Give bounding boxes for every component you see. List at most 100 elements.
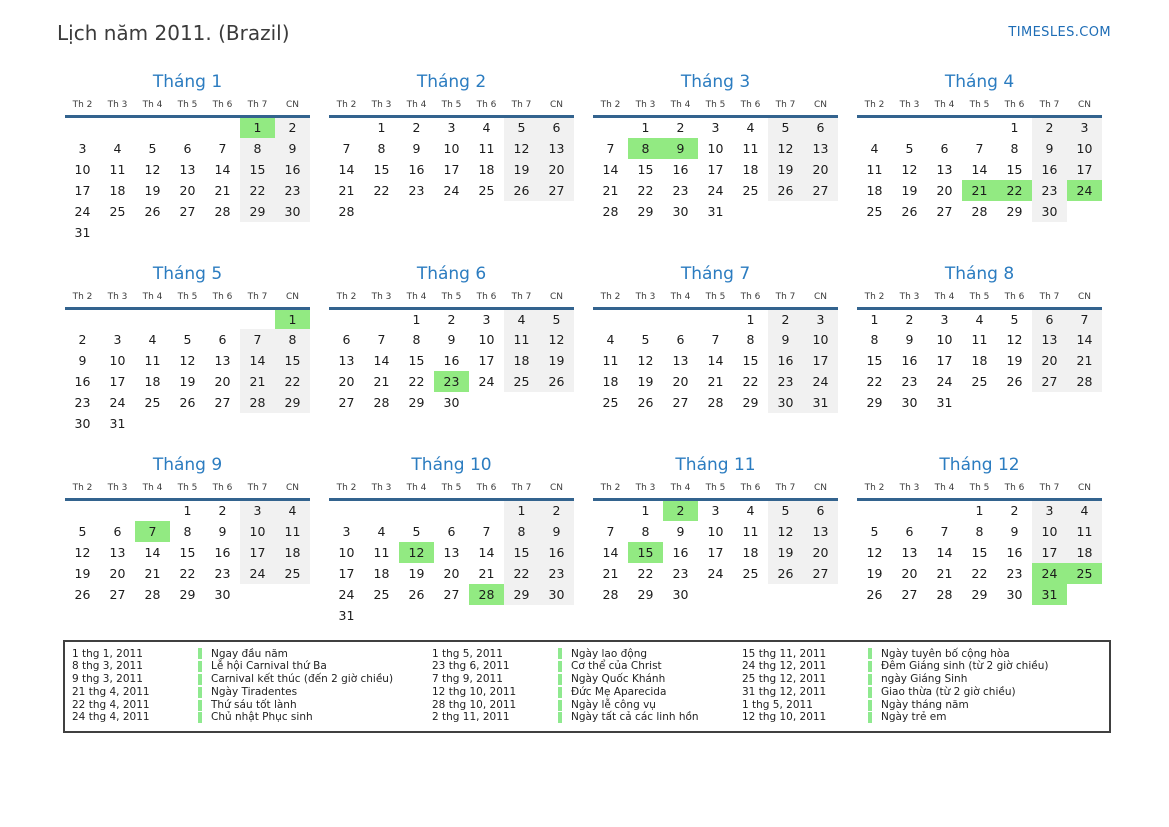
day-cell: 3 bbox=[711, 503, 720, 519]
day-cell: 4 bbox=[275, 499, 310, 521]
weekday-label: Th 6 bbox=[733, 100, 768, 118]
day-cell: 4 bbox=[1067, 499, 1102, 521]
day-cell: 16 bbox=[74, 374, 91, 389]
weekday-label: Th 5 bbox=[698, 291, 733, 310]
weekday-label: CN bbox=[1067, 291, 1102, 310]
empty-cell bbox=[927, 500, 962, 521]
day-cell: 17 bbox=[109, 374, 126, 389]
day-cell: 12 bbox=[768, 137, 803, 159]
weekday-label: CN bbox=[539, 483, 574, 501]
day-cell: 9 bbox=[768, 329, 803, 350]
weekday-label: Th 4 bbox=[399, 100, 434, 118]
day-cell: 24 bbox=[478, 374, 495, 389]
day-cell: 14 bbox=[338, 161, 355, 177]
day-cell: 18 bbox=[742, 161, 759, 177]
day-cell: 6 bbox=[803, 116, 838, 138]
weekday-label: Th 6 bbox=[469, 291, 504, 310]
day-cell: 14 bbox=[214, 161, 231, 177]
month-3: Tháng 3 Th 2 Th 3 Th 4 Th 5 Th 6 Th 7 CN 1 2 3 4 5 6 7… bbox=[593, 70, 838, 222]
empty-cell bbox=[857, 500, 892, 521]
day-cell: 15 bbox=[742, 353, 759, 368]
day-cell: 12 bbox=[1006, 332, 1023, 347]
day-cell: 15 bbox=[971, 544, 988, 560]
legend-holiday-name: Chủ nhật Phục sinh bbox=[211, 711, 313, 724]
day-cell: 7 bbox=[1067, 308, 1102, 329]
weekday-label: Th 7 bbox=[768, 100, 803, 118]
legend-holiday-name: Ngày tất cả các linh hồn bbox=[571, 711, 699, 724]
day-cell: 1 bbox=[183, 503, 192, 519]
day-cell: 21 bbox=[1067, 350, 1102, 371]
day-cell: 19 bbox=[408, 565, 425, 581]
holiday-marker-icon bbox=[868, 699, 872, 711]
day-cell: 27 bbox=[901, 586, 918, 602]
empty-cell bbox=[1067, 201, 1102, 222]
day-cell: 12 bbox=[768, 520, 803, 542]
day-cell: 5 bbox=[905, 140, 914, 156]
legend-date: 1 thg 5, 2011 bbox=[742, 698, 813, 711]
day-cell: 19 bbox=[179, 374, 196, 389]
day-cell: 11 bbox=[971, 332, 988, 347]
weekday-label: Th 5 bbox=[962, 483, 997, 501]
weekday-label: Th 5 bbox=[170, 483, 205, 501]
day-cell: 5 bbox=[183, 332, 192, 347]
weekday-label: CN bbox=[539, 100, 574, 118]
day-cell: 30 bbox=[768, 392, 803, 413]
day-cell: 4 bbox=[746, 503, 755, 519]
day-cell: 19 bbox=[539, 350, 574, 371]
month-title: Tháng 11 bbox=[675, 455, 756, 475]
day-cell: 7 bbox=[240, 329, 275, 350]
empty-cell bbox=[927, 117, 962, 138]
day-cell: 15 bbox=[179, 544, 196, 560]
day-cell: 22 bbox=[408, 374, 425, 389]
weekday-label: CN bbox=[275, 483, 310, 501]
day-cell: 26 bbox=[901, 203, 918, 219]
day-cell: 24 bbox=[443, 182, 460, 198]
day-cell: 8 bbox=[240, 137, 275, 159]
empty-cell bbox=[803, 201, 838, 222]
holiday-cell: 12 bbox=[399, 541, 434, 563]
day-cell: 22 bbox=[742, 374, 759, 389]
day-cell: 28 bbox=[214, 203, 231, 219]
day-cell: 11 bbox=[275, 520, 310, 542]
empty-cell bbox=[135, 308, 170, 329]
day-cell: 11 bbox=[504, 329, 539, 350]
day-cell: 17 bbox=[478, 353, 495, 368]
weekday-label: Th 5 bbox=[698, 100, 733, 118]
day-cell: 6 bbox=[447, 523, 456, 539]
month-table: Th 2 Th 3 Th 4 Th 5 Th 6 Th 7 CN 1 2 3 4 5 6 7 8 9 10 11 1… bbox=[329, 291, 574, 414]
day-cell: 4 bbox=[975, 311, 984, 327]
empty-cell bbox=[364, 500, 399, 521]
month-4: Tháng 4 Th 2 Th 3 Th 4 Th 5 Th 6 Th 7 CN 1 2 3 4 5 6 7… bbox=[857, 70, 1102, 222]
legend-entry: 7 thg 9, 2011 Ngày Quốc Khánh bbox=[432, 673, 742, 686]
weekday-label: CN bbox=[1067, 483, 1102, 501]
day-cell: 1 bbox=[746, 311, 755, 327]
empty-cell bbox=[205, 117, 240, 138]
holiday-marker-icon bbox=[868, 648, 872, 660]
weekday-label: Th 6 bbox=[733, 291, 768, 310]
day-cell: 25 bbox=[109, 203, 126, 219]
day-cell: 12 bbox=[144, 161, 161, 177]
month-10: Tháng 10 Th 2 Th 3 Th 4 Th 5 Th 6 Th 7 CN 1 2 3 4 5 6… bbox=[329, 453, 574, 626]
empty-cell bbox=[892, 500, 927, 521]
holiday-marker-icon bbox=[868, 712, 872, 724]
day-cell: 6 bbox=[218, 332, 227, 347]
month-title: Tháng 7 bbox=[680, 263, 751, 284]
day-cell: 28 bbox=[936, 586, 953, 602]
day-cell: 24 bbox=[707, 182, 724, 198]
weekday-label: CN bbox=[275, 291, 310, 310]
day-cell: 11 bbox=[742, 523, 759, 539]
day-cell: 1 bbox=[412, 311, 421, 327]
day-cell: 6 bbox=[905, 523, 914, 539]
month-6: Tháng 6 Th 2 Th 3 Th 4 Th 5 Th 6 Th 7 CN 1 2 3 4 5 6 7… bbox=[329, 262, 574, 414]
empty-cell bbox=[170, 222, 205, 243]
day-cell: 3 bbox=[113, 332, 122, 347]
day-cell: 5 bbox=[1010, 311, 1019, 327]
empty-cell bbox=[1067, 584, 1102, 605]
day-cell: 9 bbox=[447, 332, 456, 347]
site-link[interactable]: TIMESLES.COM bbox=[1008, 25, 1111, 40]
holiday-marker-icon bbox=[558, 686, 562, 698]
holiday-marker-icon bbox=[198, 699, 202, 711]
month-title: Tháng 5 bbox=[152, 263, 223, 284]
day-cell: 28 bbox=[602, 203, 619, 219]
day-cell: 8 bbox=[275, 329, 310, 350]
